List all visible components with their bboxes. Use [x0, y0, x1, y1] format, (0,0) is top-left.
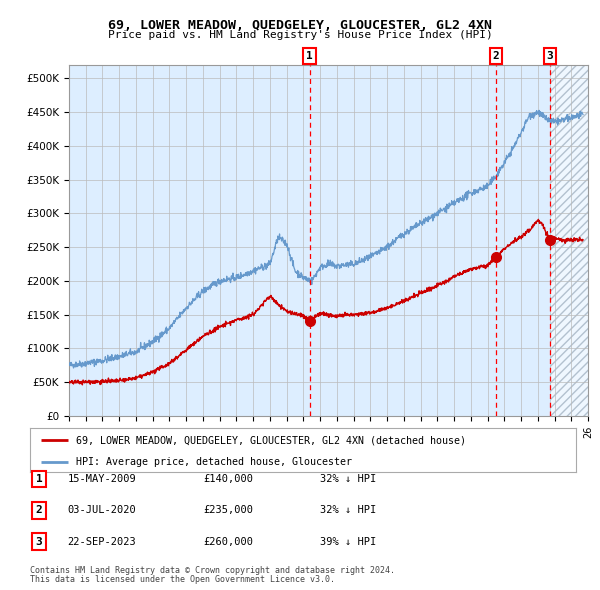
- Text: 2: 2: [493, 51, 499, 61]
- Text: 3: 3: [35, 537, 43, 546]
- Text: 1: 1: [306, 51, 313, 61]
- Text: Price paid vs. HM Land Registry's House Price Index (HPI): Price paid vs. HM Land Registry's House …: [107, 30, 493, 40]
- Text: This data is licensed under the Open Government Licence v3.0.: This data is licensed under the Open Gov…: [30, 575, 335, 584]
- Text: 3: 3: [547, 51, 553, 61]
- Text: 39% ↓ HPI: 39% ↓ HPI: [320, 537, 376, 546]
- Text: 1: 1: [35, 474, 43, 484]
- Text: 32% ↓ HPI: 32% ↓ HPI: [320, 506, 376, 515]
- Text: 2: 2: [35, 506, 43, 515]
- Text: 15-MAY-2009: 15-MAY-2009: [68, 474, 136, 484]
- Text: 69, LOWER MEADOW, QUEDGELEY, GLOUCESTER, GL2 4XN: 69, LOWER MEADOW, QUEDGELEY, GLOUCESTER,…: [108, 19, 492, 32]
- Text: 32% ↓ HPI: 32% ↓ HPI: [320, 474, 376, 484]
- Text: Contains HM Land Registry data © Crown copyright and database right 2024.: Contains HM Land Registry data © Crown c…: [30, 566, 395, 575]
- Text: 69, LOWER MEADOW, QUEDGELEY, GLOUCESTER, GL2 4XN (detached house): 69, LOWER MEADOW, QUEDGELEY, GLOUCESTER,…: [76, 435, 466, 445]
- Text: £235,000: £235,000: [203, 506, 253, 515]
- Text: £260,000: £260,000: [203, 537, 253, 546]
- Text: 03-JUL-2020: 03-JUL-2020: [68, 506, 136, 515]
- Text: HPI: Average price, detached house, Gloucester: HPI: Average price, detached house, Glou…: [76, 457, 352, 467]
- Text: £140,000: £140,000: [203, 474, 253, 484]
- Text: 22-SEP-2023: 22-SEP-2023: [68, 537, 136, 546]
